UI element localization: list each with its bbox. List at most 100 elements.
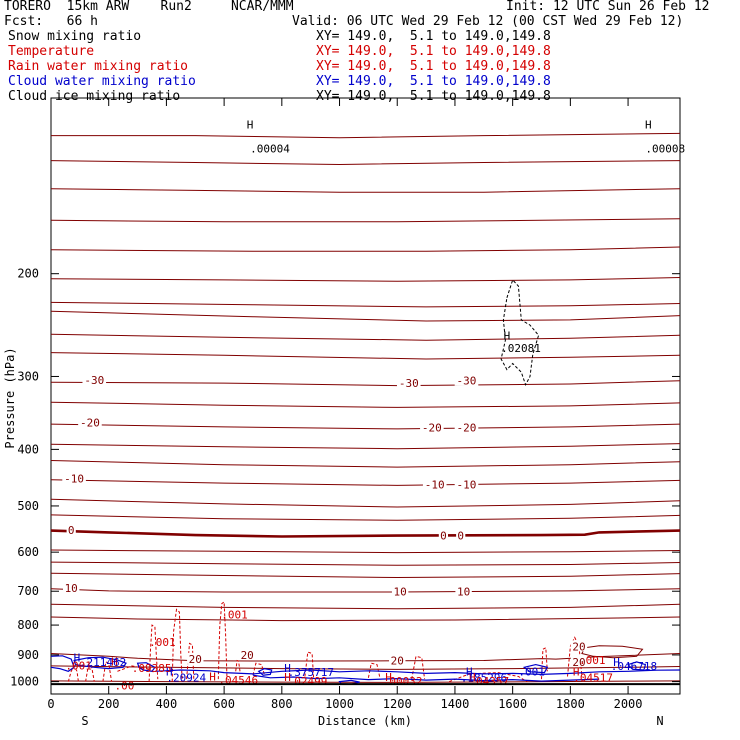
isotherm-label: -20	[80, 417, 100, 430]
isotherm-label: 20	[241, 649, 254, 662]
isotherm-line	[50, 665, 681, 670]
isotherm-line	[50, 561, 681, 566]
max-marker: H	[613, 656, 620, 669]
max-value-label: .00032	[383, 675, 423, 688]
max-value-label: .02499	[288, 675, 328, 688]
isotherm-line	[50, 401, 681, 408]
isotherm-label: 20	[189, 653, 202, 666]
max-marker: H	[469, 671, 476, 684]
x-tick-label: 400	[156, 697, 178, 711]
field-name-temperature: Temperature	[8, 44, 95, 59]
cloud-water-contours	[50, 655, 681, 685]
isotherm-label: -30	[84, 374, 104, 387]
max-value-label: .001	[221, 609, 248, 622]
max-marker: H	[166, 665, 173, 678]
max-marker: H	[111, 655, 118, 668]
isotherm-label: 20	[391, 654, 404, 667]
isotherm-label: -30	[457, 375, 477, 388]
isotherm-label-bg	[420, 421, 444, 433]
field-xy-snow: XY= 149.0, 5.1 to 149.0,149.8	[316, 29, 551, 44]
isotherm-label: -10	[457, 478, 477, 491]
isotherm-line	[50, 498, 681, 508]
isotherm-label-bg	[438, 529, 449, 541]
init-time: Init: 12 UTC Sun 26 Feb 12	[506, 0, 710, 14]
isotherm-label: -30	[399, 377, 419, 390]
rain-contour	[148, 624, 159, 682]
field-name-cloud-ice: Cloud ice mixing ratio	[8, 89, 181, 104]
rain-contour	[252, 662, 265, 676]
isotherm-label: 10	[393, 586, 406, 599]
isotherm-line	[50, 514, 681, 521]
max-marker: H	[284, 662, 291, 675]
max-marker: H	[573, 665, 580, 678]
plot-frame	[50, 97, 681, 695]
rain-contour	[171, 608, 183, 682]
isotherm-line	[50, 301, 681, 308]
isotherm-line	[50, 333, 681, 341]
max-marker: H	[385, 671, 392, 684]
isotherm-label-bg	[78, 416, 102, 428]
isotherm-label-bg	[570, 655, 588, 667]
rain-contour	[411, 655, 426, 680]
isotherm-label-bg	[422, 478, 447, 490]
isotherm-line	[581, 645, 644, 659]
x-tick-label: 1200	[383, 697, 412, 711]
max-marker: H	[645, 118, 652, 131]
rain-contour	[304, 651, 315, 678]
field-name-rain: Rain water mixing ratio	[8, 59, 189, 74]
cloud-water-contour	[257, 667, 273, 676]
max-value-label: .001	[518, 665, 545, 678]
cloud-water-contour	[252, 674, 600, 682]
isotherm-line	[50, 479, 681, 486]
isotherm-label-bg	[239, 648, 256, 660]
isotherm-line	[50, 588, 681, 593]
isotherm-line	[50, 277, 681, 282]
field-xy-rain: XY= 149.0, 5.1 to 149.0,149.8	[316, 59, 551, 74]
isotherm-label: -10	[425, 478, 445, 491]
isotherm-line	[50, 443, 681, 450]
x-tick-label: 1400	[440, 697, 469, 711]
isotherm-label-bg	[454, 478, 479, 490]
isotherm-label-bg	[187, 652, 204, 664]
isotherm-line	[50, 529, 681, 538]
rain-contour	[449, 672, 528, 683]
isotherm-label-bg	[62, 472, 86, 484]
y-tick-label: 700	[17, 584, 39, 598]
cloud-water-contour	[627, 661, 647, 671]
isotherm-line	[50, 352, 681, 360]
temperature-contours	[50, 132, 681, 683]
max-value-label: .185296	[461, 671, 507, 684]
x-tick-label: 1800	[556, 697, 585, 711]
isotherm-label-bg	[391, 585, 409, 597]
cloud-water-contour	[154, 669, 681, 676]
max-marker: H	[284, 671, 291, 684]
max-marker: H	[209, 671, 216, 684]
isotherm-label-bg	[62, 581, 80, 593]
x-tick-label: 800	[271, 697, 293, 711]
isotherm-line	[50, 616, 681, 622]
y-tick-label: 600	[17, 545, 39, 559]
x-tick-label: 2000	[614, 697, 643, 711]
y-tick-label: 500	[17, 499, 39, 513]
isotherm-label: -20	[422, 422, 442, 435]
cloud-ice-contour	[500, 278, 540, 387]
max-value-label: .211462	[80, 656, 126, 669]
x-axis-label: Distance (km)	[318, 714, 412, 728]
isotherm-label: 20	[572, 640, 585, 653]
isotherm-line	[50, 188, 681, 193]
max-value-label: .09385	[132, 662, 172, 675]
isotherm-label: 10	[65, 582, 78, 595]
max-value-label: .00008	[645, 142, 685, 155]
isotherm-line	[50, 423, 681, 430]
max-value-label: .00004	[250, 142, 290, 155]
isotherm-line	[50, 653, 681, 662]
isotherm-label-bg	[82, 373, 107, 385]
field-name-cloud-water: Cloud water mixing ratio	[8, 74, 196, 89]
field-xy-cloud-ice: XY= 149.0, 5.1 to 149.0,149.8	[316, 89, 551, 104]
header: TORERO 15km ARW Run2 NCAR/MMM Init: 12 U…	[0, 0, 740, 110]
isotherm-label: 20	[572, 656, 585, 669]
rain-contour	[102, 661, 113, 682]
isotherm-label-bg	[66, 524, 76, 536]
